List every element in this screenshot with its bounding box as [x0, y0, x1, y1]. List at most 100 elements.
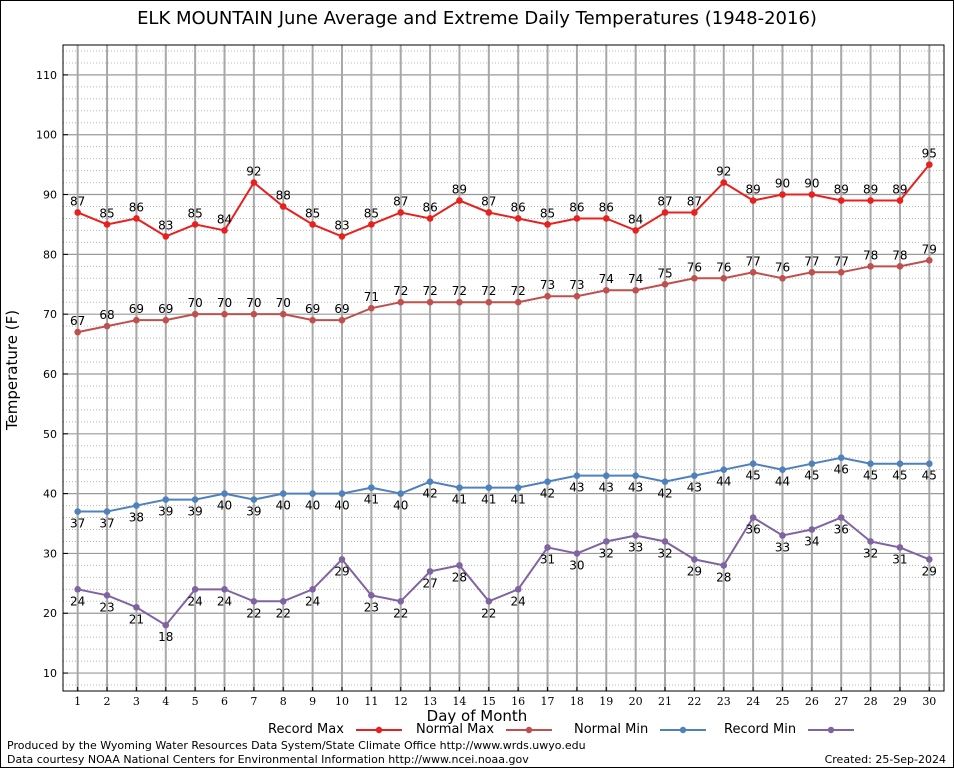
data-label-normal-max: 70 — [188, 296, 203, 310]
data-point-record-max — [720, 179, 728, 186]
data-label-record-max: 86 — [129, 200, 144, 214]
data-point-record-min — [368, 591, 375, 599]
data-label-normal-min: 43 — [569, 481, 584, 495]
x-tick-label: 26 — [805, 695, 819, 708]
x-tick-label: 6 — [221, 695, 228, 708]
data-point-record-max — [867, 197, 874, 204]
data-point-normal-max — [896, 263, 904, 270]
data-point-normal-min — [221, 490, 228, 497]
data-label-normal-max: 76 — [716, 260, 731, 274]
x-tick-label: 3 — [133, 695, 140, 708]
data-label-record-min: 36 — [834, 523, 849, 537]
data-label-record-min: 32 — [657, 546, 672, 560]
x-tick-label: 1 — [74, 695, 81, 708]
data-label-normal-min: 46 — [834, 463, 849, 477]
x-tick-label: 9 — [309, 695, 316, 708]
data-label-normal-min: 39 — [158, 505, 173, 519]
data-label-normal-max: 72 — [393, 284, 408, 298]
y-tick-label: 100 — [36, 129, 57, 142]
data-point-record-min — [426, 568, 434, 575]
data-label-normal-max: 72 — [452, 284, 467, 298]
data-label-record-max: 83 — [158, 218, 173, 232]
data-label-record-min: 27 — [422, 576, 437, 590]
data-point-record-max — [485, 209, 493, 216]
x-tick-label: 15 — [482, 695, 496, 708]
data-point-record-max — [926, 161, 933, 168]
x-tick-label: 8 — [280, 695, 287, 708]
data-label-normal-max: 70 — [217, 296, 232, 310]
data-point-normal-min — [573, 472, 581, 479]
data-point-normal-max — [573, 292, 581, 300]
data-point-normal-max — [661, 280, 669, 288]
data-point-record-max — [573, 215, 581, 222]
data-label-record-max: 90 — [775, 177, 790, 191]
data-label-normal-max: 77 — [745, 254, 760, 268]
data-point-record-min — [103, 591, 111, 599]
data-label-record-max: 89 — [892, 183, 907, 197]
data-label-normal-min: 41 — [481, 493, 496, 507]
footer-produced-by: Produced by the Wyoming Water Resources … — [7, 739, 586, 752]
data-label-normal-max: 73 — [540, 278, 555, 292]
data-label-normal-max: 69 — [129, 302, 144, 316]
data-point-normal-max — [250, 310, 258, 318]
data-label-record-min: 31 — [892, 552, 907, 566]
data-point-normal-min — [837, 454, 845, 462]
x-tick-label: 27 — [834, 695, 848, 708]
data-label-record-max: 86 — [569, 200, 584, 214]
data-label-normal-min: 41 — [511, 493, 526, 507]
data-point-record-min — [808, 526, 816, 533]
data-point-record-min — [309, 586, 316, 593]
series-line-record-min — [77, 516, 930, 627]
data-label-normal-max: 73 — [569, 278, 584, 292]
data-point-record-min — [720, 562, 728, 569]
data-point-record-min — [162, 621, 170, 629]
data-label-normal-max: 71 — [364, 290, 379, 304]
data-label-record-min: 24 — [188, 594, 203, 608]
data-point-record-min — [661, 538, 669, 545]
data-label-record-min: 33 — [775, 540, 790, 554]
data-point-record-max — [368, 221, 375, 228]
data-label-record-max: 85 — [305, 206, 320, 220]
data-point-normal-min — [162, 496, 170, 503]
y-tick-label: 70 — [43, 308, 57, 321]
data-point-normal-max — [749, 268, 757, 276]
y-tick-label: 110 — [36, 69, 57, 82]
data-label-normal-min: 37 — [99, 517, 114, 531]
y-tick-label: 30 — [43, 547, 57, 560]
data-label-record-min: 22 — [276, 606, 291, 620]
data-point-normal-min — [632, 472, 639, 479]
data-label-record-max: 85 — [364, 206, 379, 220]
y-tick-label: 50 — [43, 428, 57, 441]
data-point-normal-min — [896, 460, 904, 468]
data-label-normal-max: 74 — [628, 272, 643, 286]
data-label-normal-min: 44 — [775, 475, 790, 489]
data-point-normal-max — [426, 298, 434, 306]
data-label-record-max: 87 — [393, 194, 408, 208]
data-point-record-max — [426, 215, 434, 222]
data-label-normal-max: 69 — [305, 302, 320, 316]
x-tick-label: 23 — [717, 695, 731, 708]
data-label-normal-min: 45 — [892, 469, 907, 483]
data-label-record-max: 83 — [334, 218, 349, 232]
data-label-record-max: 86 — [422, 200, 437, 214]
data-point-normal-max — [74, 328, 81, 336]
data-point-record-max — [808, 191, 816, 198]
data-label-record-max: 89 — [863, 183, 878, 197]
data-point-normal-min — [926, 460, 933, 468]
data-label-record-min: 29 — [334, 564, 349, 578]
data-label-record-min: 31 — [540, 552, 555, 566]
legend-swatch-record-min — [808, 726, 855, 733]
data-point-record-min — [338, 556, 346, 563]
data-label-normal-min: 45 — [804, 469, 819, 483]
data-label-normal-max: 69 — [334, 302, 349, 316]
data-label-record-min: 23 — [364, 600, 379, 614]
data-point-record-min — [691, 556, 698, 563]
x-tick-label: 19 — [599, 695, 613, 708]
data-label-normal-min: 39 — [188, 505, 203, 519]
data-point-normal-min — [74, 508, 81, 515]
data-point-record-max — [397, 209, 405, 216]
x-tick-label: 2 — [104, 695, 111, 708]
data-point-normal-max — [779, 274, 786, 282]
data-point-record-max — [279, 203, 287, 210]
data-label-record-max: 87 — [657, 194, 672, 208]
